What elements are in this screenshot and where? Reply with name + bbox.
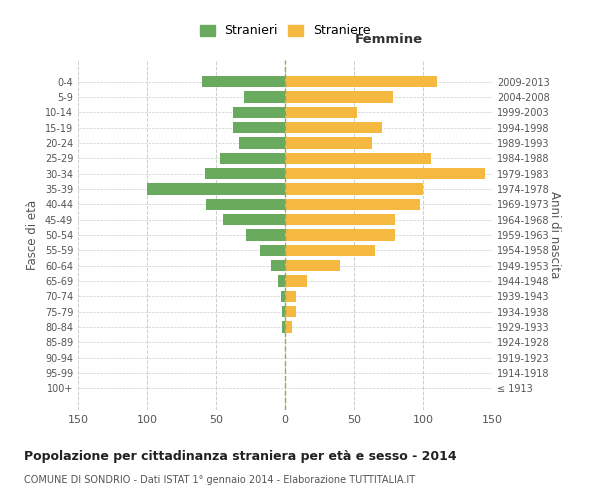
Bar <box>285 122 382 134</box>
Bar <box>282 322 285 333</box>
Bar <box>285 276 307 287</box>
Bar <box>285 106 357 118</box>
Bar <box>206 198 285 210</box>
Bar <box>285 229 395 241</box>
Bar <box>285 168 485 179</box>
Bar <box>285 137 372 148</box>
Bar <box>278 276 285 287</box>
Bar <box>260 244 285 256</box>
Bar <box>282 306 285 318</box>
Bar <box>239 137 285 148</box>
Bar <box>244 91 285 102</box>
Text: Femmine: Femmine <box>355 33 422 46</box>
Text: Popolazione per cittadinanza straniera per età e sesso - 2014: Popolazione per cittadinanza straniera p… <box>24 450 457 463</box>
Bar <box>285 152 431 164</box>
Bar <box>285 183 423 194</box>
Legend: Stranieri, Straniere: Stranieri, Straniere <box>196 20 374 42</box>
Bar <box>285 214 395 226</box>
Bar <box>205 168 285 179</box>
Text: COMUNE DI SONDRIO - Dati ISTAT 1° gennaio 2014 - Elaborazione TUTTITALIA.IT: COMUNE DI SONDRIO - Dati ISTAT 1° gennai… <box>24 475 415 485</box>
Bar <box>285 91 392 102</box>
Bar <box>285 290 296 302</box>
Bar <box>247 229 285 241</box>
Bar <box>285 322 292 333</box>
Bar <box>281 290 285 302</box>
Bar <box>233 122 285 134</box>
Bar <box>285 76 437 88</box>
Y-axis label: Fasce di età: Fasce di età <box>26 200 39 270</box>
Y-axis label: Anni di nascita: Anni di nascita <box>548 192 561 278</box>
Bar <box>285 244 374 256</box>
Bar <box>271 260 285 272</box>
Bar <box>285 306 296 318</box>
Bar <box>223 214 285 226</box>
Bar <box>285 260 340 272</box>
Bar <box>220 152 285 164</box>
Bar <box>202 76 285 88</box>
Bar <box>233 106 285 118</box>
Bar <box>147 183 285 194</box>
Bar <box>285 198 420 210</box>
